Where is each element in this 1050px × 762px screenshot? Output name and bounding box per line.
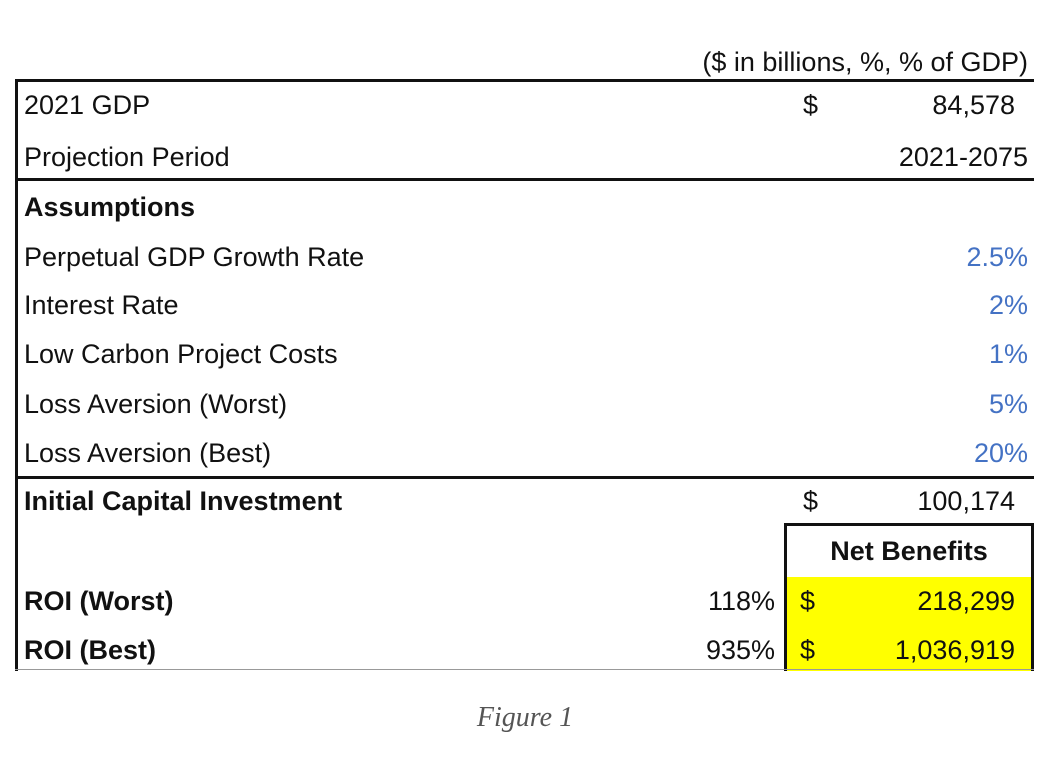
row-label: Projection Period — [24, 142, 230, 172]
row-label: Initial Capital Investment — [24, 486, 343, 516]
row-label: Perpetual GDP Growth Rate — [24, 242, 365, 272]
row-label: Interest Rate — [24, 290, 179, 320]
row-label: ROI (Best) — [24, 635, 157, 665]
value: 2% — [988, 290, 1028, 320]
value: 84,578 — [932, 90, 1015, 120]
rule — [1031, 523, 1034, 671]
value: 1% — [988, 339, 1028, 369]
highlight — [787, 577, 1031, 671]
row-label: 2021 GDP — [24, 90, 151, 120]
rule — [785, 523, 1034, 526]
caption: Figure 1 — [476, 702, 574, 733]
row-label: Low Carbon Project Costs — [24, 339, 338, 369]
rule — [15, 476, 1034, 479]
roi: 935% — [705, 635, 775, 665]
rule — [15, 178, 1034, 181]
rule — [15, 669, 1034, 670]
value: 2021-2075 — [898, 142, 1028, 172]
column-heading: Net Benefits — [830, 536, 988, 566]
rule — [15, 79, 1034, 82]
value: 2.5% — [966, 242, 1028, 272]
currency: $ — [800, 586, 816, 616]
currency: $ — [800, 635, 816, 665]
value: 218,299 — [917, 586, 1015, 616]
section-heading: Assumptions — [24, 192, 196, 222]
rule — [15, 79, 18, 671]
value: 20% — [973, 438, 1028, 468]
value: 1,036,919 — [894, 635, 1015, 665]
rule — [784, 523, 787, 671]
units-note: ($ in billions, %, % of GDP) — [702, 47, 1028, 77]
roi: 118% — [707, 586, 775, 616]
currency: $ — [803, 486, 819, 516]
value: 100,174 — [917, 486, 1015, 516]
currency: $ — [803, 90, 819, 120]
row-label: Loss Aversion (Worst) — [24, 389, 288, 419]
row-label: ROI (Worst) — [24, 586, 174, 616]
row-label: Loss Aversion (Best) — [24, 438, 272, 468]
value: 5% — [988, 389, 1028, 419]
